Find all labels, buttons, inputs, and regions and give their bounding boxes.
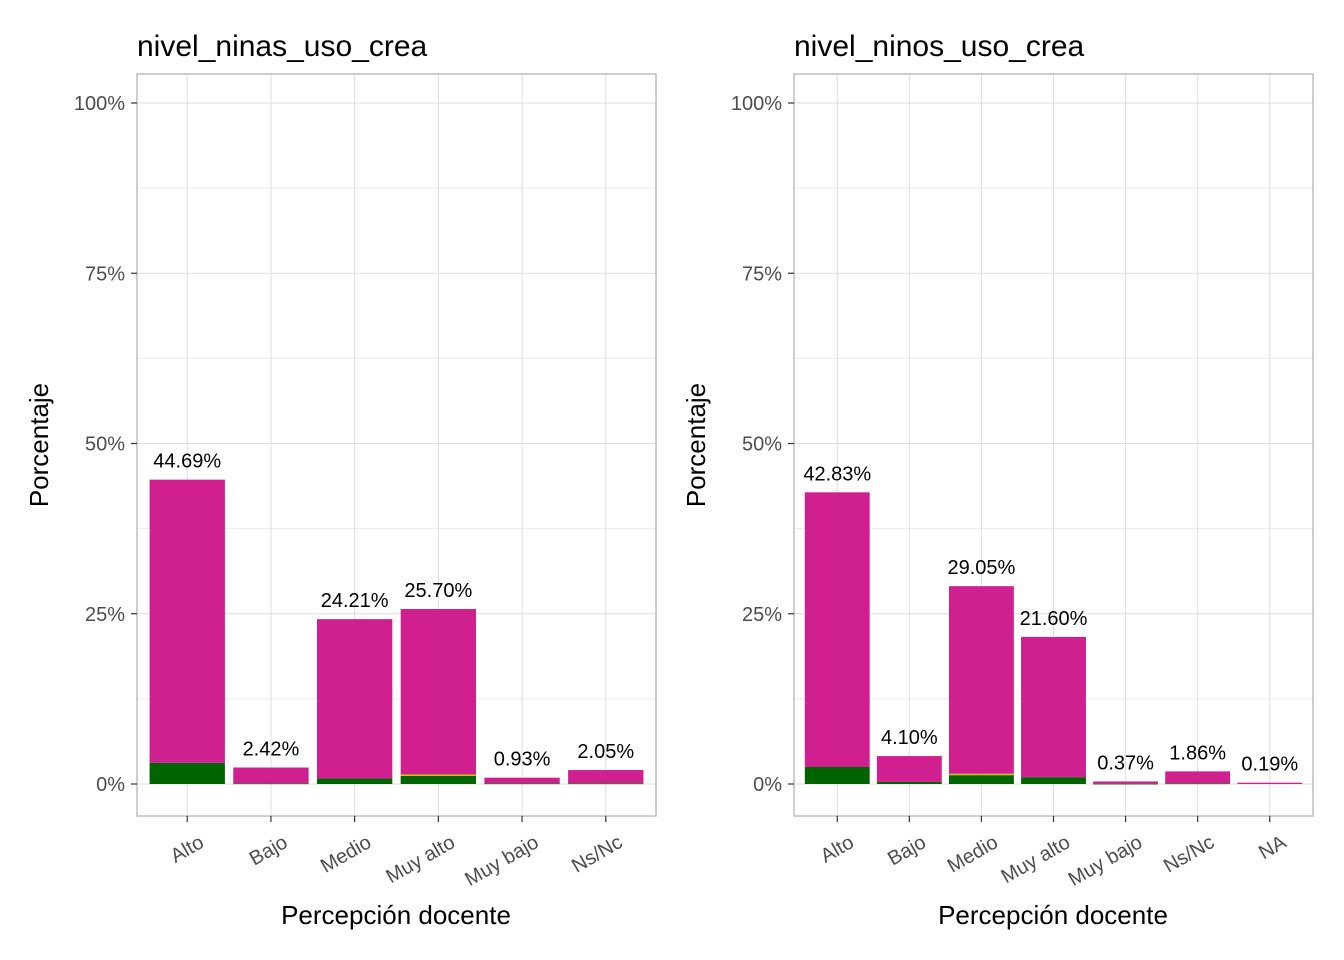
bar-segment-magenta [400, 608, 477, 775]
y-tick-label: 75% [742, 263, 782, 285]
x-axis-title: Percepción docente [281, 900, 511, 930]
data-label: 1.86% [1169, 742, 1226, 764]
bar-segment-green [149, 762, 225, 784]
bar-segment-green [804, 766, 870, 784]
bar-segment-yellow [400, 774, 477, 776]
bar-segment-green [484, 783, 560, 785]
bar-segment-magenta [484, 777, 560, 784]
bar-segment-magenta [1093, 781, 1159, 784]
x-tick-label: Muy bajo [1065, 831, 1146, 891]
y-tick-label: 100% [731, 93, 782, 115]
x-tick-label: Ns/Nc [568, 831, 626, 877]
chart-title: nivel_ninas_uso_crea [137, 30, 428, 63]
y-tick-label: 75% [85, 263, 125, 285]
bar-segment-magenta [804, 492, 870, 767]
x-tick-label: Ns/Nc [1160, 831, 1218, 877]
x-tick-label: Muy alto [382, 831, 458, 888]
y-tick-label: 25% [742, 604, 782, 626]
bar-segment-magenta [876, 756, 942, 782]
chart-panel-1: nivel_ninas_uso_crea 44.69% 2.42% 24.21% 25.… [24, 30, 657, 930]
bar-segment-magenta [1021, 636, 1086, 778]
y-tick-label: 25% [85, 604, 125, 626]
x-tick-label: Alto [167, 831, 208, 867]
data-label: 4.10% [881, 727, 938, 749]
bar-segment-magenta [948, 586, 1014, 774]
data-label: 2.05% [577, 741, 634, 763]
data-label: 0.19% [1241, 754, 1298, 776]
data-label: 44.69% [153, 451, 221, 473]
data-label: 25.70% [404, 580, 472, 602]
bar-segment-green [400, 775, 477, 784]
bar-segment-green [568, 783, 644, 785]
y-tick-label: 50% [742, 434, 782, 456]
x-tick-label: Bajo [246, 831, 292, 870]
x-axis-title: Percepción docente [938, 900, 1168, 930]
x-tick-label: Bajo [884, 831, 930, 870]
panel-border [136, 73, 657, 817]
bar-segment-magenta [568, 770, 644, 784]
bar-segment-yellow [948, 773, 1014, 776]
x-tick-label: Medio [317, 831, 375, 877]
bar-segment-green [1021, 777, 1086, 784]
data-label: 29.05% [947, 557, 1015, 579]
y-tick-label: 50% [85, 434, 125, 456]
bar-segment-green [1093, 783, 1159, 785]
bar-segment-green [876, 781, 942, 784]
x-tick-label: Muy bajo [461, 831, 542, 891]
bar-segment-magenta [149, 479, 225, 763]
bar-segment-magenta [1237, 782, 1303, 784]
bar-segment-green [1165, 783, 1231, 785]
data-label: 42.83% [803, 463, 871, 485]
bar-segment-magenta [316, 619, 393, 779]
data-label: 2.42% [243, 739, 300, 761]
y-tick-label: 0% [753, 774, 782, 796]
y-tick-label: 0% [96, 774, 125, 796]
chart-panel-2: nivel_ninos_uso_crea 42.83% 4.10% 29.05% 21.… [681, 30, 1314, 930]
y-axis-title: Porcentaje [24, 383, 54, 507]
data-label: 21.60% [1020, 608, 1088, 630]
y-tick-label: 100% [74, 93, 125, 115]
x-tick-label: Alto [817, 831, 858, 867]
bar-segment-green [316, 778, 393, 784]
data-label: 0.37% [1097, 752, 1154, 774]
data-label: 0.93% [494, 749, 551, 771]
bar-segment-green [233, 783, 309, 785]
bar-segment-magenta [233, 767, 309, 784]
y-axis-title: Porcentaje [681, 383, 711, 507]
bar-segment-magenta [1165, 771, 1231, 784]
chart-title: nivel_ninos_uso_crea [794, 30, 1085, 63]
x-tick-label: Medio [944, 831, 1002, 877]
x-tick-label: NA [1255, 831, 1291, 864]
bar-segment-green [948, 775, 1014, 784]
x-tick-label: Muy alto [998, 831, 1074, 888]
data-label: 24.21% [321, 590, 389, 612]
